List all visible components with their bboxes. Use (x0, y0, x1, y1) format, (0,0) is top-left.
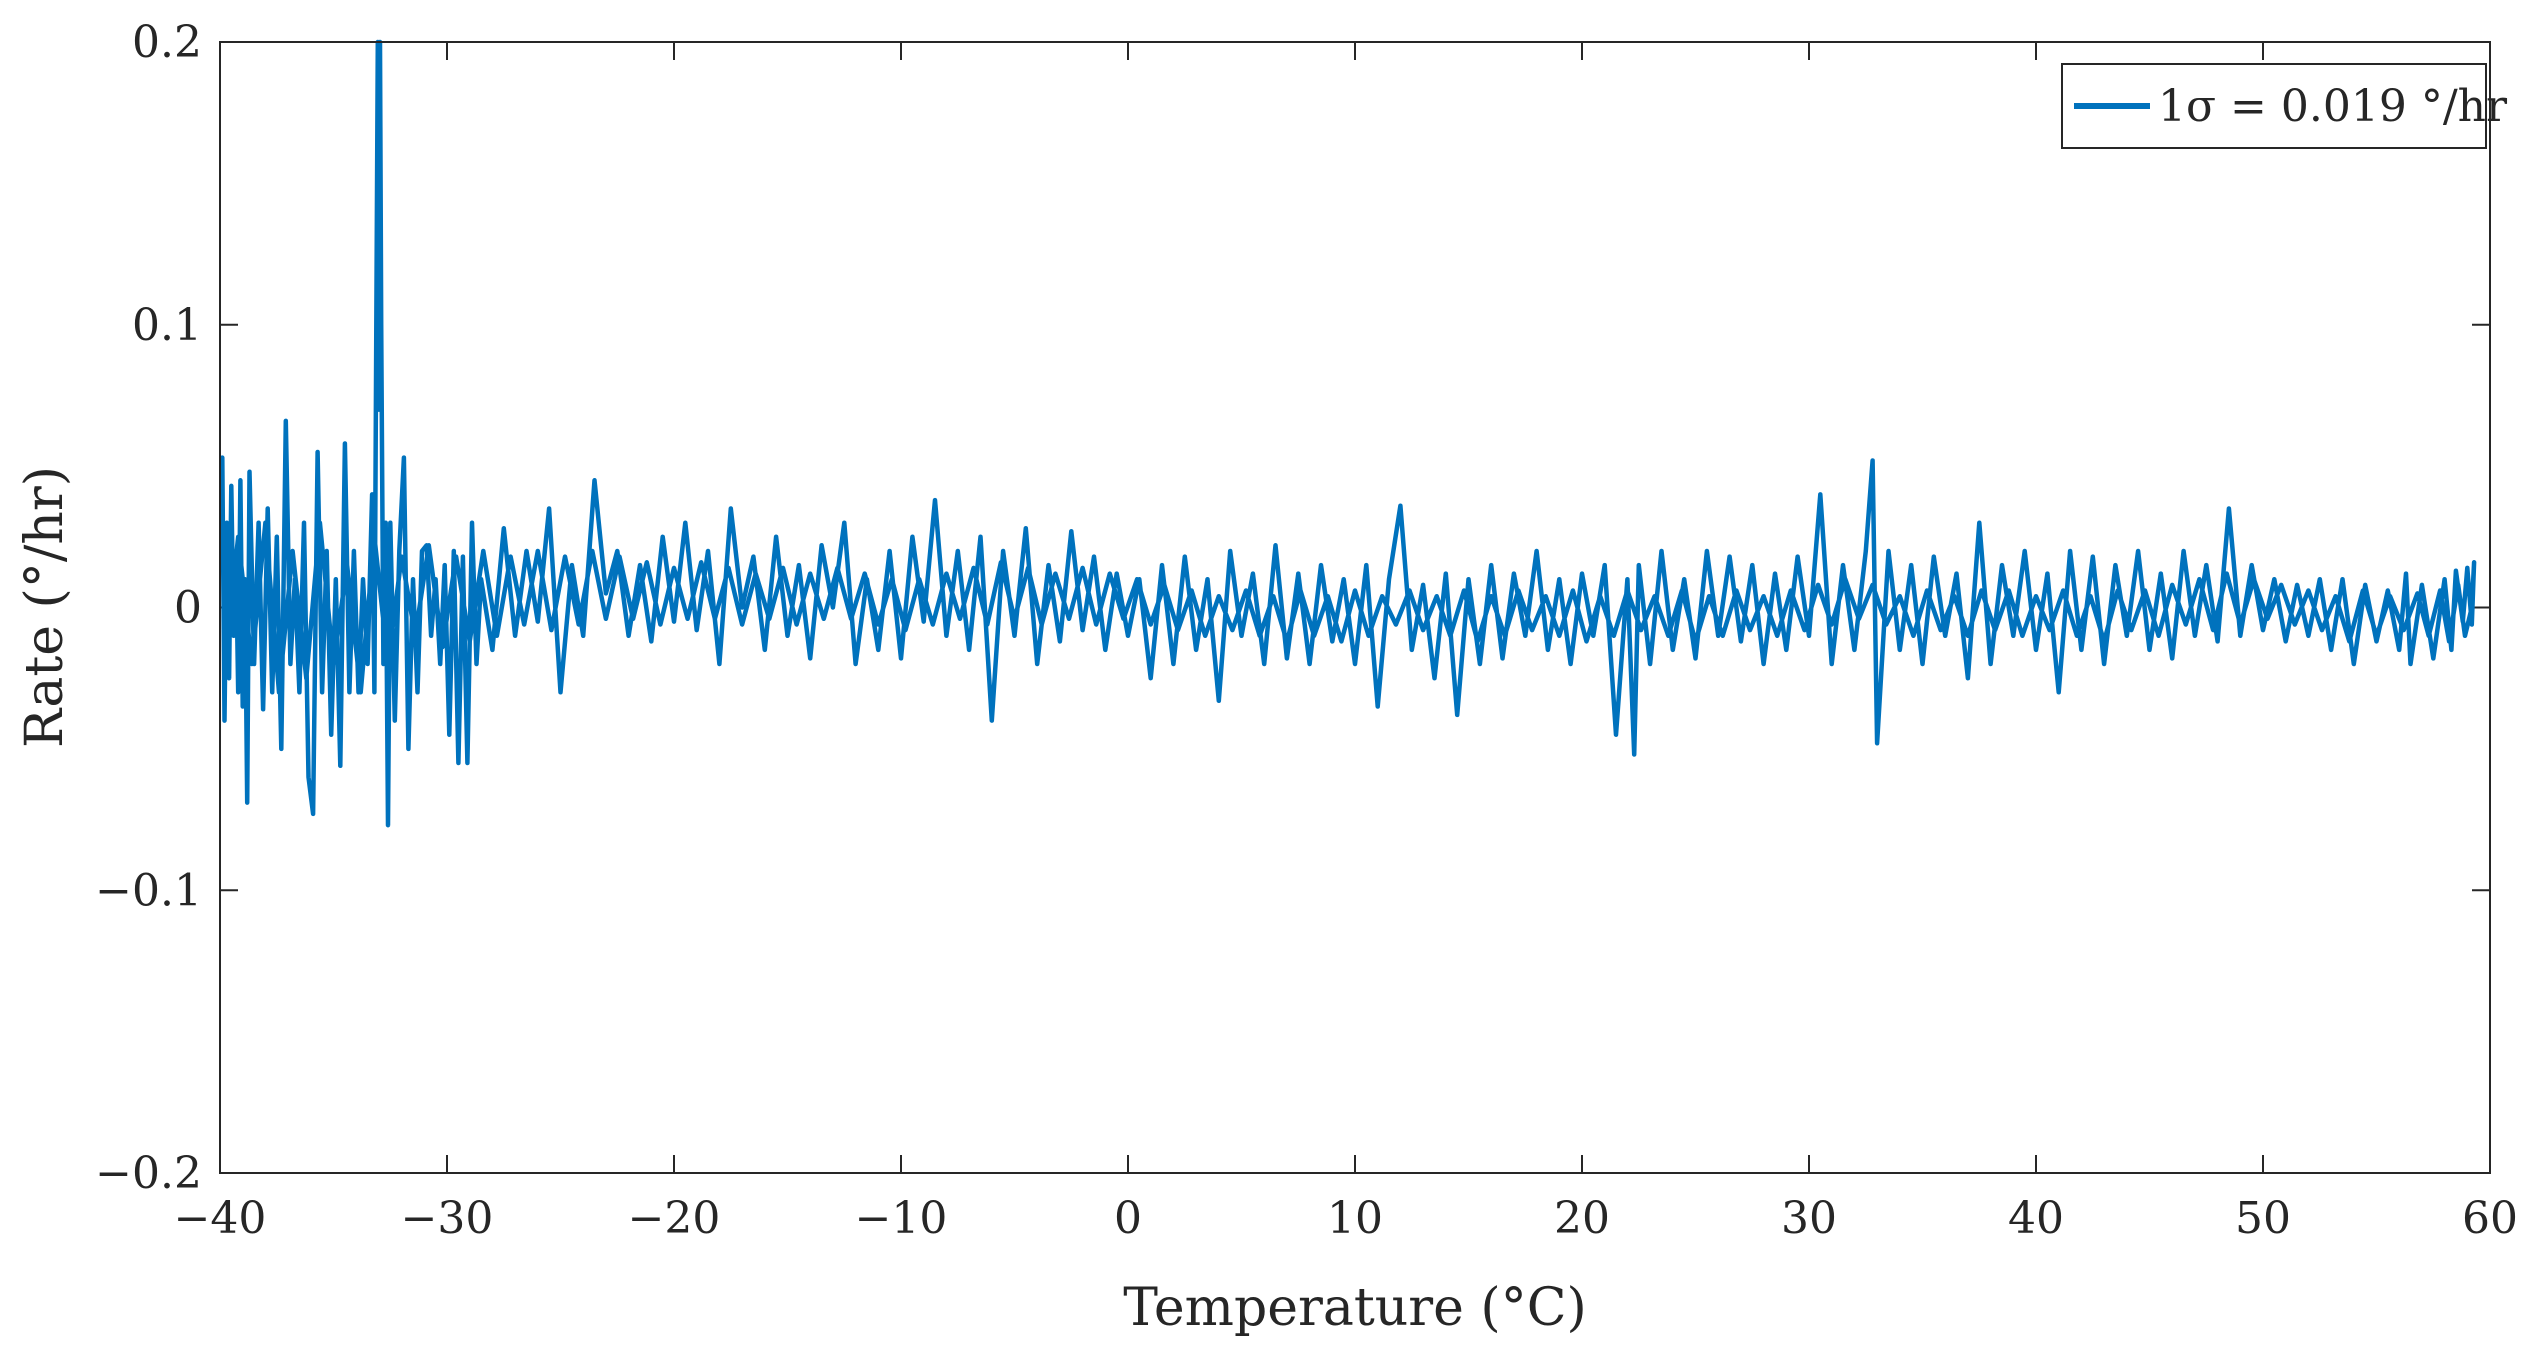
x-tick-label: −40 (174, 1193, 267, 1244)
y-tick-label: 0.2 (132, 17, 202, 68)
series-layer (220, 39, 2477, 828)
x-tick-label: 50 (2235, 1193, 2291, 1244)
x-tick-label: −20 (628, 1193, 721, 1244)
x-tick-label: 0 (1114, 1193, 1142, 1244)
x-tick-label: −10 (855, 1193, 948, 1244)
y-tick-label: −0.1 (95, 865, 202, 916)
x-tick-label: 60 (2462, 1193, 2518, 1244)
x-axis-label: Temperature (°C) (1123, 1278, 1587, 1338)
y-tick-label: 0 (174, 583, 202, 634)
series-line-0 (220, 39, 2477, 828)
x-tick-labels: −40 −30 −20 −10 0 10 20 30 40 50 60 (174, 1193, 2518, 1244)
y-tick-label: −0.2 (95, 1148, 202, 1199)
x-tick-label: 30 (1781, 1193, 1837, 1244)
x-tick-label: −30 (401, 1193, 494, 1244)
plot-frame (219, 41, 2491, 1174)
x-tick-label: 40 (2008, 1193, 2064, 1244)
x-tick-label: 20 (1554, 1193, 1610, 1244)
x-tick-label: 10 (1327, 1193, 1383, 1244)
y-tick-labels: 0.2 0.1 0 −0.1 −0.2 (95, 17, 202, 1199)
legend-label: 1σ = 0.019 °/hr (2158, 81, 2508, 132)
y-tick-label: 0.1 (132, 300, 202, 351)
y-axis-label: Rate (°/hr) (15, 466, 75, 748)
legend: 1σ = 0.019 °/hr (2061, 63, 2508, 149)
